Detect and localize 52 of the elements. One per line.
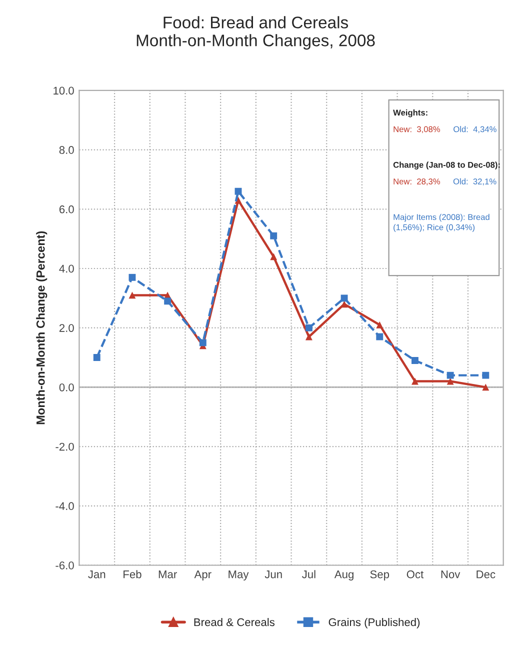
y-tick-label: 10.0	[54, 86, 74, 95]
annotation: Old: 32,1%	[453, 178, 496, 186]
point	[446, 372, 454, 379]
point	[234, 188, 242, 195]
x-tick-label: Apr	[194, 570, 212, 580]
annotation: New: 3,08%	[394, 126, 440, 134]
point	[93, 354, 100, 361]
point	[305, 324, 312, 332]
y-tick-label: -6.0	[56, 562, 74, 570]
y-tick-label: -2.0	[56, 442, 74, 451]
x-tick-label: Oct	[406, 570, 424, 578]
y-tick-label: 4.0	[59, 264, 74, 273]
y-tick-label: 2.0	[59, 324, 74, 332]
point	[340, 294, 348, 302]
x-tick-label: Aug	[334, 570, 354, 580]
y-tick-label: -4.0	[56, 502, 74, 510]
x-tick-label: Feb	[124, 570, 142, 578]
x-tick-label: Sep	[370, 570, 390, 580]
annotation: Change (Jan-08 to Dec-08):	[393, 162, 500, 170]
x-tick-label: Jan	[88, 570, 106, 578]
point	[128, 274, 136, 281]
x-tick-label: Jul	[302, 570, 316, 578]
point	[164, 298, 172, 305]
point	[482, 384, 490, 391]
y-axis-title: Month-on-Month Change (Percent)	[36, 231, 48, 424]
x-tick-label: Mar	[158, 570, 177, 578]
point	[270, 253, 278, 260]
y-tick-label: 8.0	[59, 146, 74, 154]
x-tick-label: Dec	[476, 570, 496, 578]
annotation: Old: 4,34%	[454, 126, 496, 134]
point	[412, 357, 418, 364]
x-tick-label: Nov	[441, 570, 460, 578]
point	[128, 292, 136, 299]
chart-title: Food: Bread and Cereals Month-on-Month Changes, 2008	[136, 16, 375, 50]
point	[305, 333, 312, 340]
y-tick-label: 0.0	[59, 383, 74, 392]
point	[376, 333, 384, 340]
point	[376, 321, 384, 328]
point	[446, 378, 454, 385]
annotation: New: 28,3%	[394, 178, 440, 186]
point	[482, 372, 490, 379]
point	[199, 339, 206, 346]
annotation: Major Items (2008): Bread (1,56%); Rice (0,34%)	[394, 214, 490, 232]
x-tick-label: Jun	[264, 570, 282, 578]
point	[412, 378, 418, 385]
y-tick-label: 6.0	[59, 205, 74, 214]
annotation: Weights:	[393, 109, 428, 118]
point	[340, 300, 348, 308]
legend-label: Grains (Published)	[328, 618, 420, 628]
x-tick-label: May	[228, 570, 249, 580]
point	[270, 232, 278, 240]
legend-label: Bread & Cereals	[194, 618, 275, 626]
